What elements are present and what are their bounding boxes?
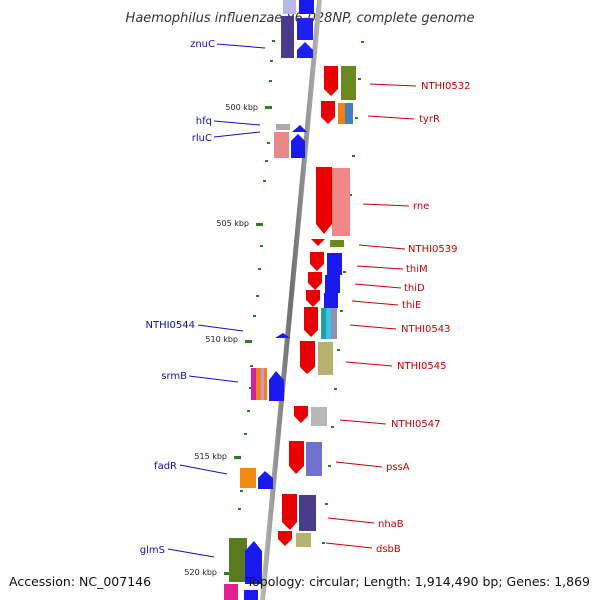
gene-label-nhaB[interactable]: nhaB — [378, 519, 404, 530]
gene-arrow — [308, 272, 322, 290]
gene-label-hfq[interactable]: hfq — [196, 116, 212, 127]
gene-arrow — [278, 531, 292, 546]
gene-arrow — [291, 134, 305, 158]
gene-bar — [240, 468, 256, 488]
accession-text: Accession: NC_007146 — [9, 574, 151, 589]
gene-bar — [306, 442, 322, 476]
gene-bar — [251, 368, 256, 400]
gene-label-NTHI0544[interactable]: NTHI0544 — [145, 320, 195, 331]
gene-label-rne[interactable]: rne — [413, 201, 429, 212]
gene-arrow — [294, 406, 308, 423]
gene-arrow — [289, 441, 304, 474]
gene-arrow — [300, 341, 315, 374]
scale-label-515: 515 kbp — [194, 452, 227, 461]
gene-label-znuC[interactable]: znuC — [190, 39, 215, 50]
gene-bar — [311, 407, 327, 426]
gene-arrow — [321, 101, 335, 124]
gene-label-NTHI0545[interactable]: NTHI0545 — [397, 361, 447, 372]
gene-label-fadR[interactable]: fadR — [154, 461, 177, 472]
gene-arrow — [327, 253, 342, 275]
left-label-lines — [167, 43, 266, 558]
gene-label-pssA[interactable]: pssA — [386, 462, 410, 473]
gene-bar — [338, 103, 345, 124]
gene-arrow — [325, 275, 340, 293]
gene-label-thiD[interactable]: thiD — [404, 283, 425, 294]
gene-arrow — [245, 541, 262, 584]
scale-label-505: 505 kbp — [216, 219, 249, 228]
forward-genes — [224, 0, 314, 600]
gene-arrow — [324, 66, 338, 96]
gene-bar — [326, 308, 331, 339]
gene-label-glmS[interactable]: glmS — [140, 545, 165, 556]
gene-bar — [296, 533, 311, 547]
gene-bar — [318, 342, 333, 375]
gene-label-NTHI0532[interactable]: NTHI0532 — [421, 81, 471, 92]
gene-bar — [341, 66, 356, 100]
scale-ticks — [224, 106, 272, 575]
gene-arrow — [324, 293, 338, 308]
gene-arrow — [258, 471, 273, 489]
gene-bar — [283, 0, 296, 14]
gene-arrow — [275, 333, 290, 338]
right-label-lines — [325, 83, 417, 549]
gene-bar — [229, 538, 247, 582]
gene-label-NTHI0547[interactable]: NTHI0547 — [391, 419, 441, 430]
gene-label-NTHI0539[interactable]: NTHI0539 — [408, 244, 458, 255]
gene-arrow — [310, 252, 324, 271]
gene-arrow — [269, 371, 284, 401]
scale-label-500: 500 kbp — [225, 103, 258, 112]
gene-label-NTHI0543[interactable]: NTHI0543 — [401, 324, 451, 335]
gene-bar — [330, 240, 344, 247]
gene-label-dsbB[interactable]: dsbB — [376, 544, 401, 555]
gene-label-srmB[interactable]: srmB — [161, 371, 187, 382]
scale-label-510: 510 kbp — [205, 335, 238, 344]
scale-label-520: 520 kbp — [184, 568, 217, 577]
gene-label-tyrR[interactable]: tyrR — [419, 114, 440, 125]
gene-bar — [274, 132, 289, 158]
genome-backbone — [260, 0, 322, 600]
gene-arrow — [282, 494, 297, 530]
gene-arrow — [306, 290, 320, 307]
gene-bar — [276, 124, 290, 130]
gene-arrow — [292, 125, 307, 132]
gene-arrow — [244, 590, 258, 600]
gene-bar — [331, 308, 337, 339]
reverse-genes — [278, 66, 356, 547]
scale-labels: 500 kbp 505 kbp 510 kbp 515 kbp 520 kbp — [184, 103, 258, 577]
gene-bar — [332, 168, 350, 236]
gene-label-thiM[interactable]: thiM — [406, 264, 428, 275]
right-gene-labels: NTHI0532 tyrR rne NTHI0539 thiM thiD thi… — [376, 81, 471, 555]
gene-arrow — [316, 167, 332, 234]
gene-bar — [299, 495, 316, 531]
gene-bar — [345, 103, 353, 124]
gene-bar — [321, 308, 326, 339]
gene-arrow — [304, 307, 318, 337]
left-gene-labels: znuC hfq rluC NTHI0544 srmB fadR glmS — [140, 39, 215, 556]
gene-bar — [224, 584, 238, 600]
gene-label-thiE[interactable]: thiE — [402, 300, 421, 311]
gene-arrow — [311, 239, 325, 246]
gene-label-rluC[interactable]: rluC — [192, 133, 212, 144]
gene-bar — [261, 368, 264, 400]
gene-arrow — [299, 0, 314, 14]
genome-info-text: Topology: circular; Length: 1,914,490 bp… — [246, 574, 590, 589]
gene-arrow — [297, 42, 313, 58]
gene-arrow — [297, 18, 313, 40]
gene-bar — [281, 16, 294, 58]
